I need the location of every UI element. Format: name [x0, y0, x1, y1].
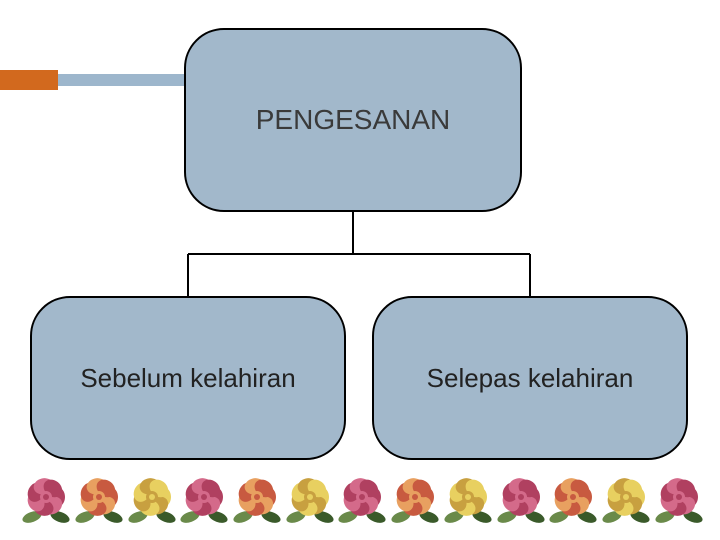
node-root-label: PENGESANAN — [256, 104, 451, 136]
connector-right-down — [529, 254, 531, 296]
flower-icon — [600, 473, 652, 525]
connector-root-down — [352, 212, 354, 254]
node-left-label: Sebelum kelahiran — [80, 363, 295, 394]
flower-icon — [284, 473, 336, 525]
flower-icon — [231, 473, 283, 525]
node-root: PENGESANAN — [184, 28, 522, 212]
flower-icon — [547, 473, 599, 525]
flower-icon — [442, 473, 494, 525]
flower-icon — [495, 473, 547, 525]
flower-icon — [389, 473, 441, 525]
node-right-label: Selepas kelahiran — [427, 363, 634, 394]
flower-icon — [126, 473, 178, 525]
flower-icon — [336, 473, 388, 525]
node-left: Sebelum kelahiran — [30, 296, 346, 460]
flower-icon — [73, 473, 125, 525]
connector-horizontal — [188, 253, 530, 255]
connector-left-down — [187, 254, 189, 296]
flower-icon — [178, 473, 230, 525]
org-diagram: PENGESANAN Sebelum kelahiran Selepas kel… — [0, 0, 720, 540]
node-right: Selepas kelahiran — [372, 296, 688, 460]
flower-icon — [20, 473, 72, 525]
flower-border — [20, 468, 705, 530]
flower-icon — [653, 473, 705, 525]
